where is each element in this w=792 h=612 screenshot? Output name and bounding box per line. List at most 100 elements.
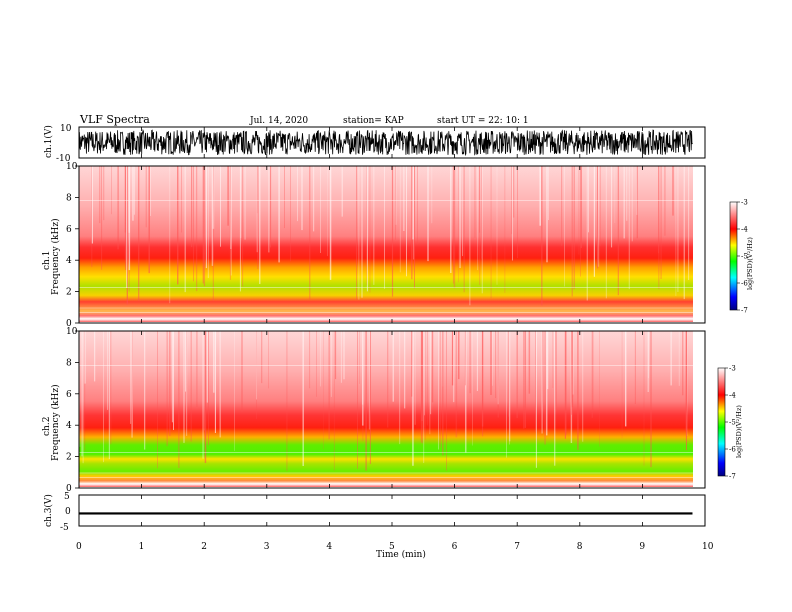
spectrogram-streak [234,331,235,451]
spectrogram-streak [323,331,324,449]
spectrogram-streak [207,166,209,278]
spectrogram-streak [605,166,607,299]
spectrogram-streak [509,331,510,445]
spectrogram-streak [414,166,415,289]
ytick-label: 8 [66,358,72,368]
spectrogram-streak [196,166,198,292]
spectrogram-streak [204,331,207,463]
time-axis: 0 1 2 3 4 5 6 7 8 9 10 [76,127,714,552]
spectrogram-streak [504,166,506,293]
xtick-label: 8 [577,542,583,552]
ch2-spectrogram-panel: 0 2 4 6 8 10 ch.2 Frequency (kHz) [42,327,706,494]
spectrogram-streak [169,331,171,436]
spectrogram-streak [257,166,259,269]
spectrogram-streak [469,166,471,306]
spectrogram-streak [82,331,84,464]
colorbar-tick-label: -4 [741,226,748,234]
ch1-spectrogram-image [79,166,693,322]
spectrogram-streak [450,166,452,273]
ytick-label: 6 [66,390,72,400]
spectrogram-streak [333,331,335,471]
colorbar-tick-label: -6 [741,280,748,288]
spectrogram-streak [682,331,684,396]
spectrogram-streak [685,331,687,451]
spectrogram-streak [320,166,321,253]
spectrogram-streak [528,331,531,394]
spectrogram-streak [196,331,198,407]
spectrogram-streak [626,166,628,221]
ytick-label: 10 [66,162,78,172]
spectrogram-streak [131,331,133,438]
spectrogram-streak [357,331,358,469]
spectrogram-streak [126,166,128,288]
colorbar-tick-label: -6 [729,446,736,454]
spectrogram-streak [414,331,416,425]
spectrogram-streak [542,331,544,411]
spectrogram-streak [212,166,214,302]
spectrogram-streak [496,166,498,285]
spectrogram-streak [328,331,330,440]
xtick-label: 5 [389,542,395,552]
spectrogram-streak [564,331,566,439]
spectrogram-streak [384,166,385,289]
spectrogram-streak [244,166,246,240]
spectrogram-streak [178,331,180,468]
spectrogram-streak [341,166,343,217]
spectrogram-streak [335,331,337,380]
spectrogram-streak [366,166,367,286]
spectrogram-streak [183,331,185,443]
spectrogram-streak [490,166,492,299]
spectrogram-streak [458,331,460,380]
spectrogram-streak [577,331,579,450]
spectrogram-streak [392,331,394,402]
spectrogram-streak [302,331,304,466]
spectrogram-streak [481,166,482,259]
spectrogram-streak [625,331,627,427]
spectrogram-streak [327,166,328,257]
ch1-spec-ylabel: Frequency (kHz) [50,218,61,295]
spectrogram-streak [578,166,580,255]
spectrogram-streak [186,331,188,436]
xtick-label: 7 [514,542,520,552]
ch1-ytick-bottom: -10 [56,154,71,164]
spectrogram-streak [124,166,127,233]
spectrogram-streak [477,166,479,271]
colorbar-tick-label: -7 [729,473,736,481]
xtick-label: 0 [76,542,82,552]
spectrogram-streak [647,331,649,392]
spectrogram-streak [220,166,221,247]
spectrogram-streak [582,331,584,442]
ch1-ylabel: ch.1(V) [43,125,54,158]
spectrogram-streak [685,331,687,431]
spectrogram-streak [580,166,582,248]
xtick-label: 4 [326,542,332,552]
spectrogram-streak [411,331,413,397]
spectrogram-streak [427,166,429,262]
time-axis-label: Time (min) [376,549,426,560]
spectrogram-streak [208,331,209,446]
spectrogram-streak [316,331,317,397]
spectrogram-streak [128,166,131,271]
spectrogram-streak [301,166,303,231]
spectrogram-streak [268,166,270,253]
spectrogram-streak [395,166,397,225]
ch2-spec-ylabel: Frequency (kHz) [50,384,61,461]
spectrogram-streak [452,166,455,284]
spectrogram-streak [79,331,81,447]
spectrogram-streak [535,331,537,468]
xtick-label: 10 [702,542,714,552]
spectrogram-streak [548,166,549,220]
spectrogram-streak [329,166,332,280]
spectrogram-streak [572,331,574,395]
spectrogram-streak [617,166,619,296]
spectrogram-streak [362,331,364,426]
spectrogram-streak [658,166,660,290]
ch2-colorbar-label: log(PSD)(V²/Hz) [735,405,743,458]
spectrogram-streak [193,166,194,282]
spectrogram-streak [664,166,666,236]
spectrogram-streak [204,331,205,431]
spectrogram-streak [588,166,589,233]
ytick-label: 6 [66,225,72,235]
spectrogram-streak [554,331,556,466]
spectrogram-streak [103,166,105,221]
